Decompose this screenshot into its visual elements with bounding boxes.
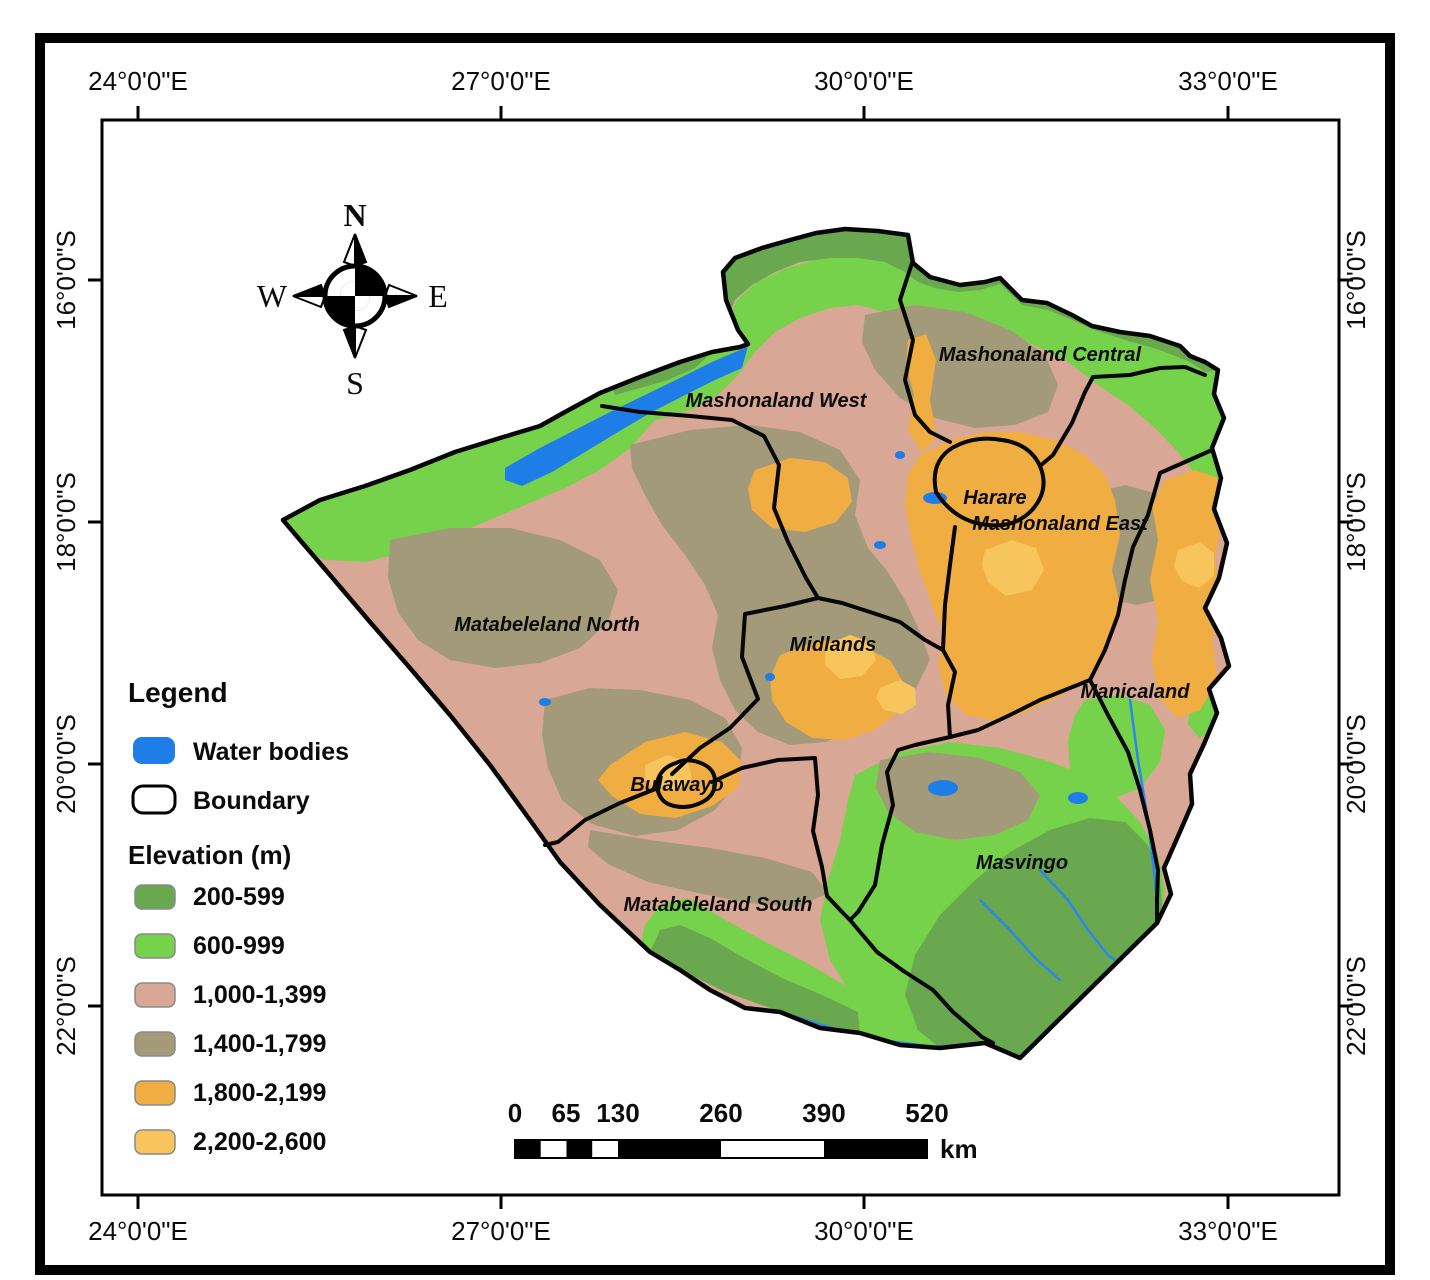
scale-tick-390: 390 [802,1098,845,1128]
lon-label-top: 27°0'0"E [451,66,551,96]
lon-label-top: 33°0'0"E [1178,66,1278,96]
legend-title: Legend [128,677,228,708]
small-lake [928,780,958,796]
label-manicaland: Manicaland [1081,681,1191,703]
scale-tick-65: 65 [552,1098,581,1128]
lon-label-bottom: 24°0'0"E [88,1216,188,1246]
lat-label-left: 20°0'0"S [51,714,81,814]
north-arrow: N S W E [257,197,448,401]
water-label: Water bodies [193,738,349,766]
lon-label-bottom: 30°0'0"E [814,1216,914,1246]
lake-mutirikwi [1068,792,1088,804]
mwenezi-river [978,898,1062,982]
outer-frame [35,33,1395,1275]
scale-tick-260: 260 [699,1098,742,1128]
lon-label-bottom: 33°0'0"E [1178,1216,1278,1246]
elev-200-599-layer [612,229,1218,1058]
elev-label-1400-1799: 1,400-1,799 [193,1030,326,1058]
small-dam [874,541,886,549]
elev-label-200-599: 200-599 [193,883,285,911]
lon-label-top: 30°0'0"E [814,66,914,96]
lon-label-top: 24°0'0"E [88,66,188,96]
label-bulawayo: Bulawayo [630,774,723,796]
label-matabeleland-north: Matabeleland North [454,614,640,636]
elev-2200-2600-layer [645,540,1214,790]
label-mashonaland-central: Mashonaland Central [939,344,1142,366]
small-dam [539,698,551,706]
elev-swatch-1000-1399 [134,982,176,1008]
boundary-label: Boundary [193,787,310,815]
boundary-swatch [131,784,177,815]
country-boundary [280,226,1232,1061]
elev-swatch-2200-2600 [134,1129,176,1155]
lat-label-left: 22°0'0"S [51,956,81,1056]
label-mashonaland-west: Mashonaland West [686,390,868,412]
elev-label-600-999: 600-999 [193,932,285,960]
elev-swatch-1400-1799 [134,1031,176,1057]
compass-n-label: N [343,197,366,233]
elevation-heading: Elevation (m) [128,840,291,870]
elev-swatch-1800-2199 [134,1080,176,1106]
scale-bar: 0 65 130 260 390 520 km [508,1098,978,1164]
water-bodies-layer [505,346,1088,804]
elev-swatch-200-599 [134,884,176,910]
lat-label-left: 18°0'0"S [51,472,81,572]
scale-tick-0: 0 [508,1098,522,1128]
elev-label-2200-2600: 2,200-2,600 [193,1128,326,1156]
elev-label-1000-1399: 1,000-1,399 [193,981,326,1009]
graticule-ticks [88,106,1353,1209]
lat-label-right: 18°0'0"S [1341,472,1371,572]
scale-unit: km [940,1134,978,1164]
scale-tick-130: 130 [596,1098,639,1128]
legend-elevation-rows: 200-599 600-999 1,000-1,399 1,400-1,799 … [134,883,326,1156]
small-dam [765,673,775,681]
compass-s-label: S [346,365,364,401]
elev-swatch-600-999 [134,933,176,959]
lat-label-right: 20°0'0"S [1341,714,1371,814]
elev-label-1800-2199: 1,800-2,199 [193,1079,326,1107]
graticule-labels: 24°0'0"E 27°0'0"E 30°0'0"E 33°0'0"E 24°0… [51,66,1371,1246]
label-mashonaland-east: Mashonaland East [972,513,1149,535]
water-swatch [133,737,175,764]
small-dam [895,451,905,459]
province-boundaries [543,261,1214,1045]
label-harare: Harare [963,487,1026,509]
label-midlands: Midlands [790,634,877,656]
lat-label-right: 22°0'0"S [1341,956,1371,1056]
lake-kariba [505,346,748,486]
label-masvingo: Masvingo [976,852,1068,874]
legend: Legend Water bodies Boundary Elevation (… [128,677,349,1156]
lat-label-left: 16°0'0"S [51,230,81,330]
lat-label-right: 16°0'0"S [1341,230,1371,330]
bulawayo-boundary [655,758,718,809]
compass-e-label: E [428,278,448,314]
inner-map-frame [100,118,1341,1197]
compass-w-label: W [257,278,288,314]
runde-river [1038,868,1132,974]
scale-tick-520: 520 [905,1098,948,1128]
province-labels: Mashonaland West Mashonaland Central Har… [454,344,1190,916]
lon-label-bottom: 27°0'0"E [451,1216,551,1246]
label-matabeleland-south: Matabeleland South [624,894,813,916]
